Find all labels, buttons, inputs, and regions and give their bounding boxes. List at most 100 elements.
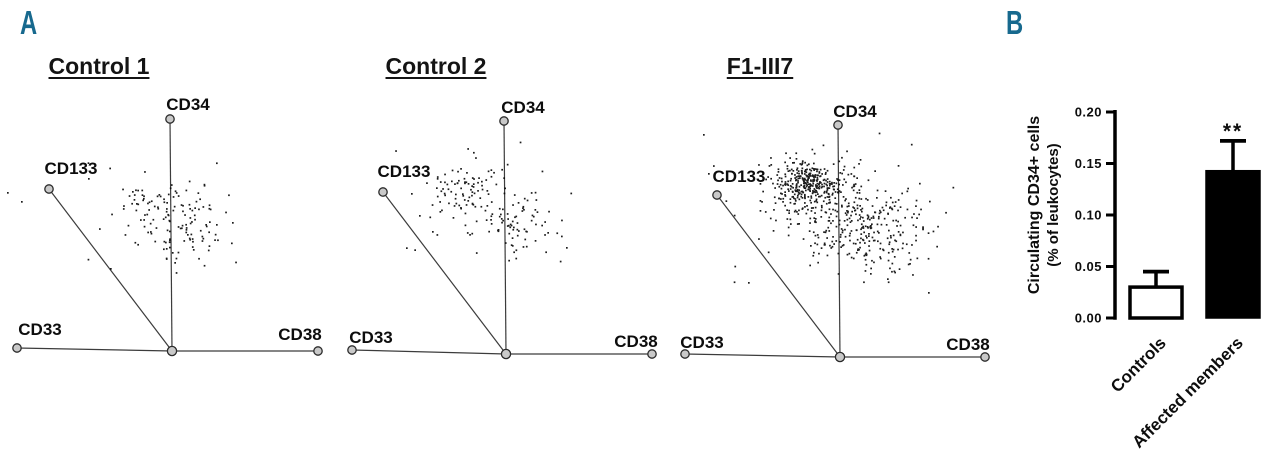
event-dot (882, 248, 884, 251)
event-dot (813, 152, 816, 155)
event-dot (442, 188, 444, 190)
event-dot (509, 226, 512, 229)
event-dot (879, 242, 882, 245)
event-dot (854, 242, 857, 245)
event-dot (790, 168, 793, 171)
event-dot (501, 168, 503, 171)
event-dot (767, 251, 770, 254)
event-dot (806, 184, 808, 187)
event-dot (232, 222, 234, 224)
y-tick-label: 0.00 (1075, 311, 1102, 326)
event-dot (800, 195, 803, 198)
event-dot (796, 190, 799, 193)
event-dot (140, 219, 142, 221)
event-dot (141, 189, 144, 192)
event-dot (759, 210, 762, 212)
event-dot (842, 184, 844, 186)
event-dot (847, 211, 849, 214)
event-dot (544, 221, 546, 223)
event-dot (469, 234, 471, 236)
event-dot (834, 191, 837, 193)
event-dot (561, 235, 563, 238)
event-dot (135, 209, 138, 212)
event-dot (458, 179, 460, 182)
event-dot (134, 241, 137, 244)
event-dot (202, 206, 205, 208)
event-dot (156, 195, 159, 198)
event-dot (846, 253, 849, 256)
event-dot (816, 243, 819, 246)
event-dot (897, 199, 900, 201)
event-dot (789, 179, 792, 182)
event-dot (888, 243, 891, 246)
event-dot (88, 178, 90, 180)
event-dot (899, 206, 902, 208)
event-dot (839, 172, 842, 174)
event-dot (860, 185, 863, 188)
event-dot (436, 234, 439, 236)
event-dot (516, 228, 519, 231)
event-dot (192, 249, 195, 251)
event-dot (809, 183, 811, 185)
event-dot (855, 229, 858, 231)
event-dot (185, 227, 188, 229)
event-dot (868, 249, 871, 252)
event-dot (150, 232, 153, 235)
event-dot (189, 222, 192, 225)
event-dot (166, 208, 168, 210)
event-dot (801, 172, 803, 175)
event-dot (228, 194, 230, 197)
event-dot (440, 190, 443, 193)
event-dot (800, 193, 803, 196)
event-dot (147, 202, 149, 205)
event-dot (703, 134, 705, 136)
event-dot (841, 205, 843, 208)
event-dot (818, 195, 820, 198)
event-dot (846, 210, 848, 212)
event-dot (808, 230, 811, 232)
event-dot (807, 188, 809, 191)
event-dot (824, 196, 827, 199)
event-dot (165, 248, 168, 250)
event-dot (171, 252, 174, 254)
event-dot (847, 202, 850, 205)
event-dot (456, 182, 459, 184)
event-dot (848, 205, 850, 207)
event-dot (478, 177, 480, 179)
event-dot (510, 244, 513, 246)
event-dot (838, 183, 840, 186)
event-dot (177, 251, 180, 254)
event-dot (835, 203, 838, 205)
event-dot (828, 216, 831, 219)
event-dot (191, 209, 194, 212)
event-dot (858, 214, 861, 216)
event-dot (516, 222, 519, 224)
event-dot (436, 178, 439, 180)
event-dot (826, 237, 828, 239)
axis-label-cd38: CD38 (278, 325, 321, 344)
event-dot (897, 209, 899, 212)
event-dot (823, 182, 826, 185)
event-dot (798, 189, 800, 191)
event-dot (812, 190, 814, 192)
axis-label-cd33: CD33 (349, 328, 392, 347)
event-dot (794, 198, 797, 200)
event-dot (823, 242, 826, 245)
event-dot (803, 178, 806, 180)
event-dot (137, 243, 139, 246)
event-dot (830, 247, 833, 249)
event-dot (780, 177, 783, 180)
axis-node-cd133 (712, 190, 722, 200)
event-dot (879, 211, 882, 214)
event-dot (864, 253, 867, 256)
event-dot (879, 257, 882, 260)
event-dot (808, 163, 810, 166)
event-dot (170, 184, 173, 186)
event-dot (858, 248, 860, 251)
event-dot (796, 172, 799, 174)
event-dot (787, 226, 790, 229)
event-dot (214, 233, 217, 236)
event-dot (816, 170, 818, 173)
event-dot (87, 162, 90, 164)
event-dot (838, 223, 841, 226)
